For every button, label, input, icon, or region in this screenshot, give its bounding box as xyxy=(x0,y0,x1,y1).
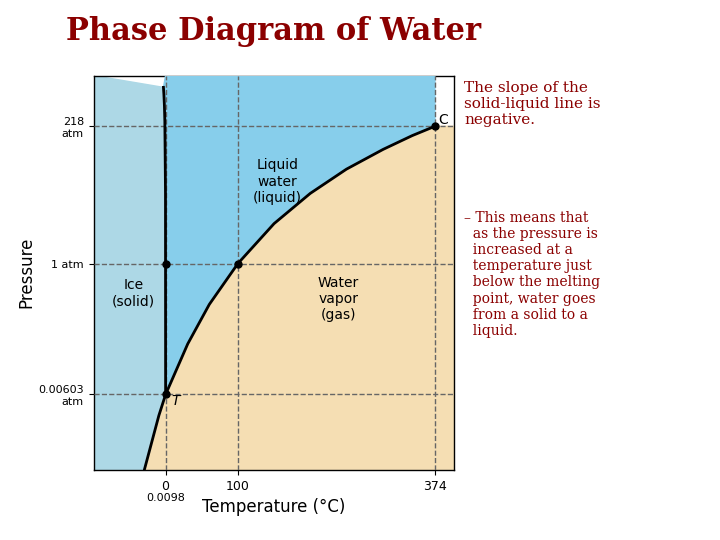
Polygon shape xyxy=(163,76,435,395)
Polygon shape xyxy=(94,76,166,540)
Text: Phase Diagram of Water: Phase Diagram of Water xyxy=(66,16,481,47)
X-axis label: Temperature (°C): Temperature (°C) xyxy=(202,498,346,516)
Text: T: T xyxy=(171,395,180,408)
Text: 0.0098: 0.0098 xyxy=(146,494,185,503)
Text: Ice
(solid): Ice (solid) xyxy=(112,278,155,308)
Text: C: C xyxy=(438,113,448,127)
Text: – This means that
  as the pressure is
  increased at a
  temperature just
  bel: – This means that as the pressure is inc… xyxy=(464,211,600,338)
Text: Water
vapor
(gas): Water vapor (gas) xyxy=(318,276,359,322)
Text: The slope of the
solid-liquid line is
negative.: The slope of the solid-liquid line is ne… xyxy=(464,81,601,127)
Text: Liquid
water
(liquid): Liquid water (liquid) xyxy=(253,158,302,205)
Y-axis label: Pressure: Pressure xyxy=(17,237,35,308)
Polygon shape xyxy=(94,126,454,540)
